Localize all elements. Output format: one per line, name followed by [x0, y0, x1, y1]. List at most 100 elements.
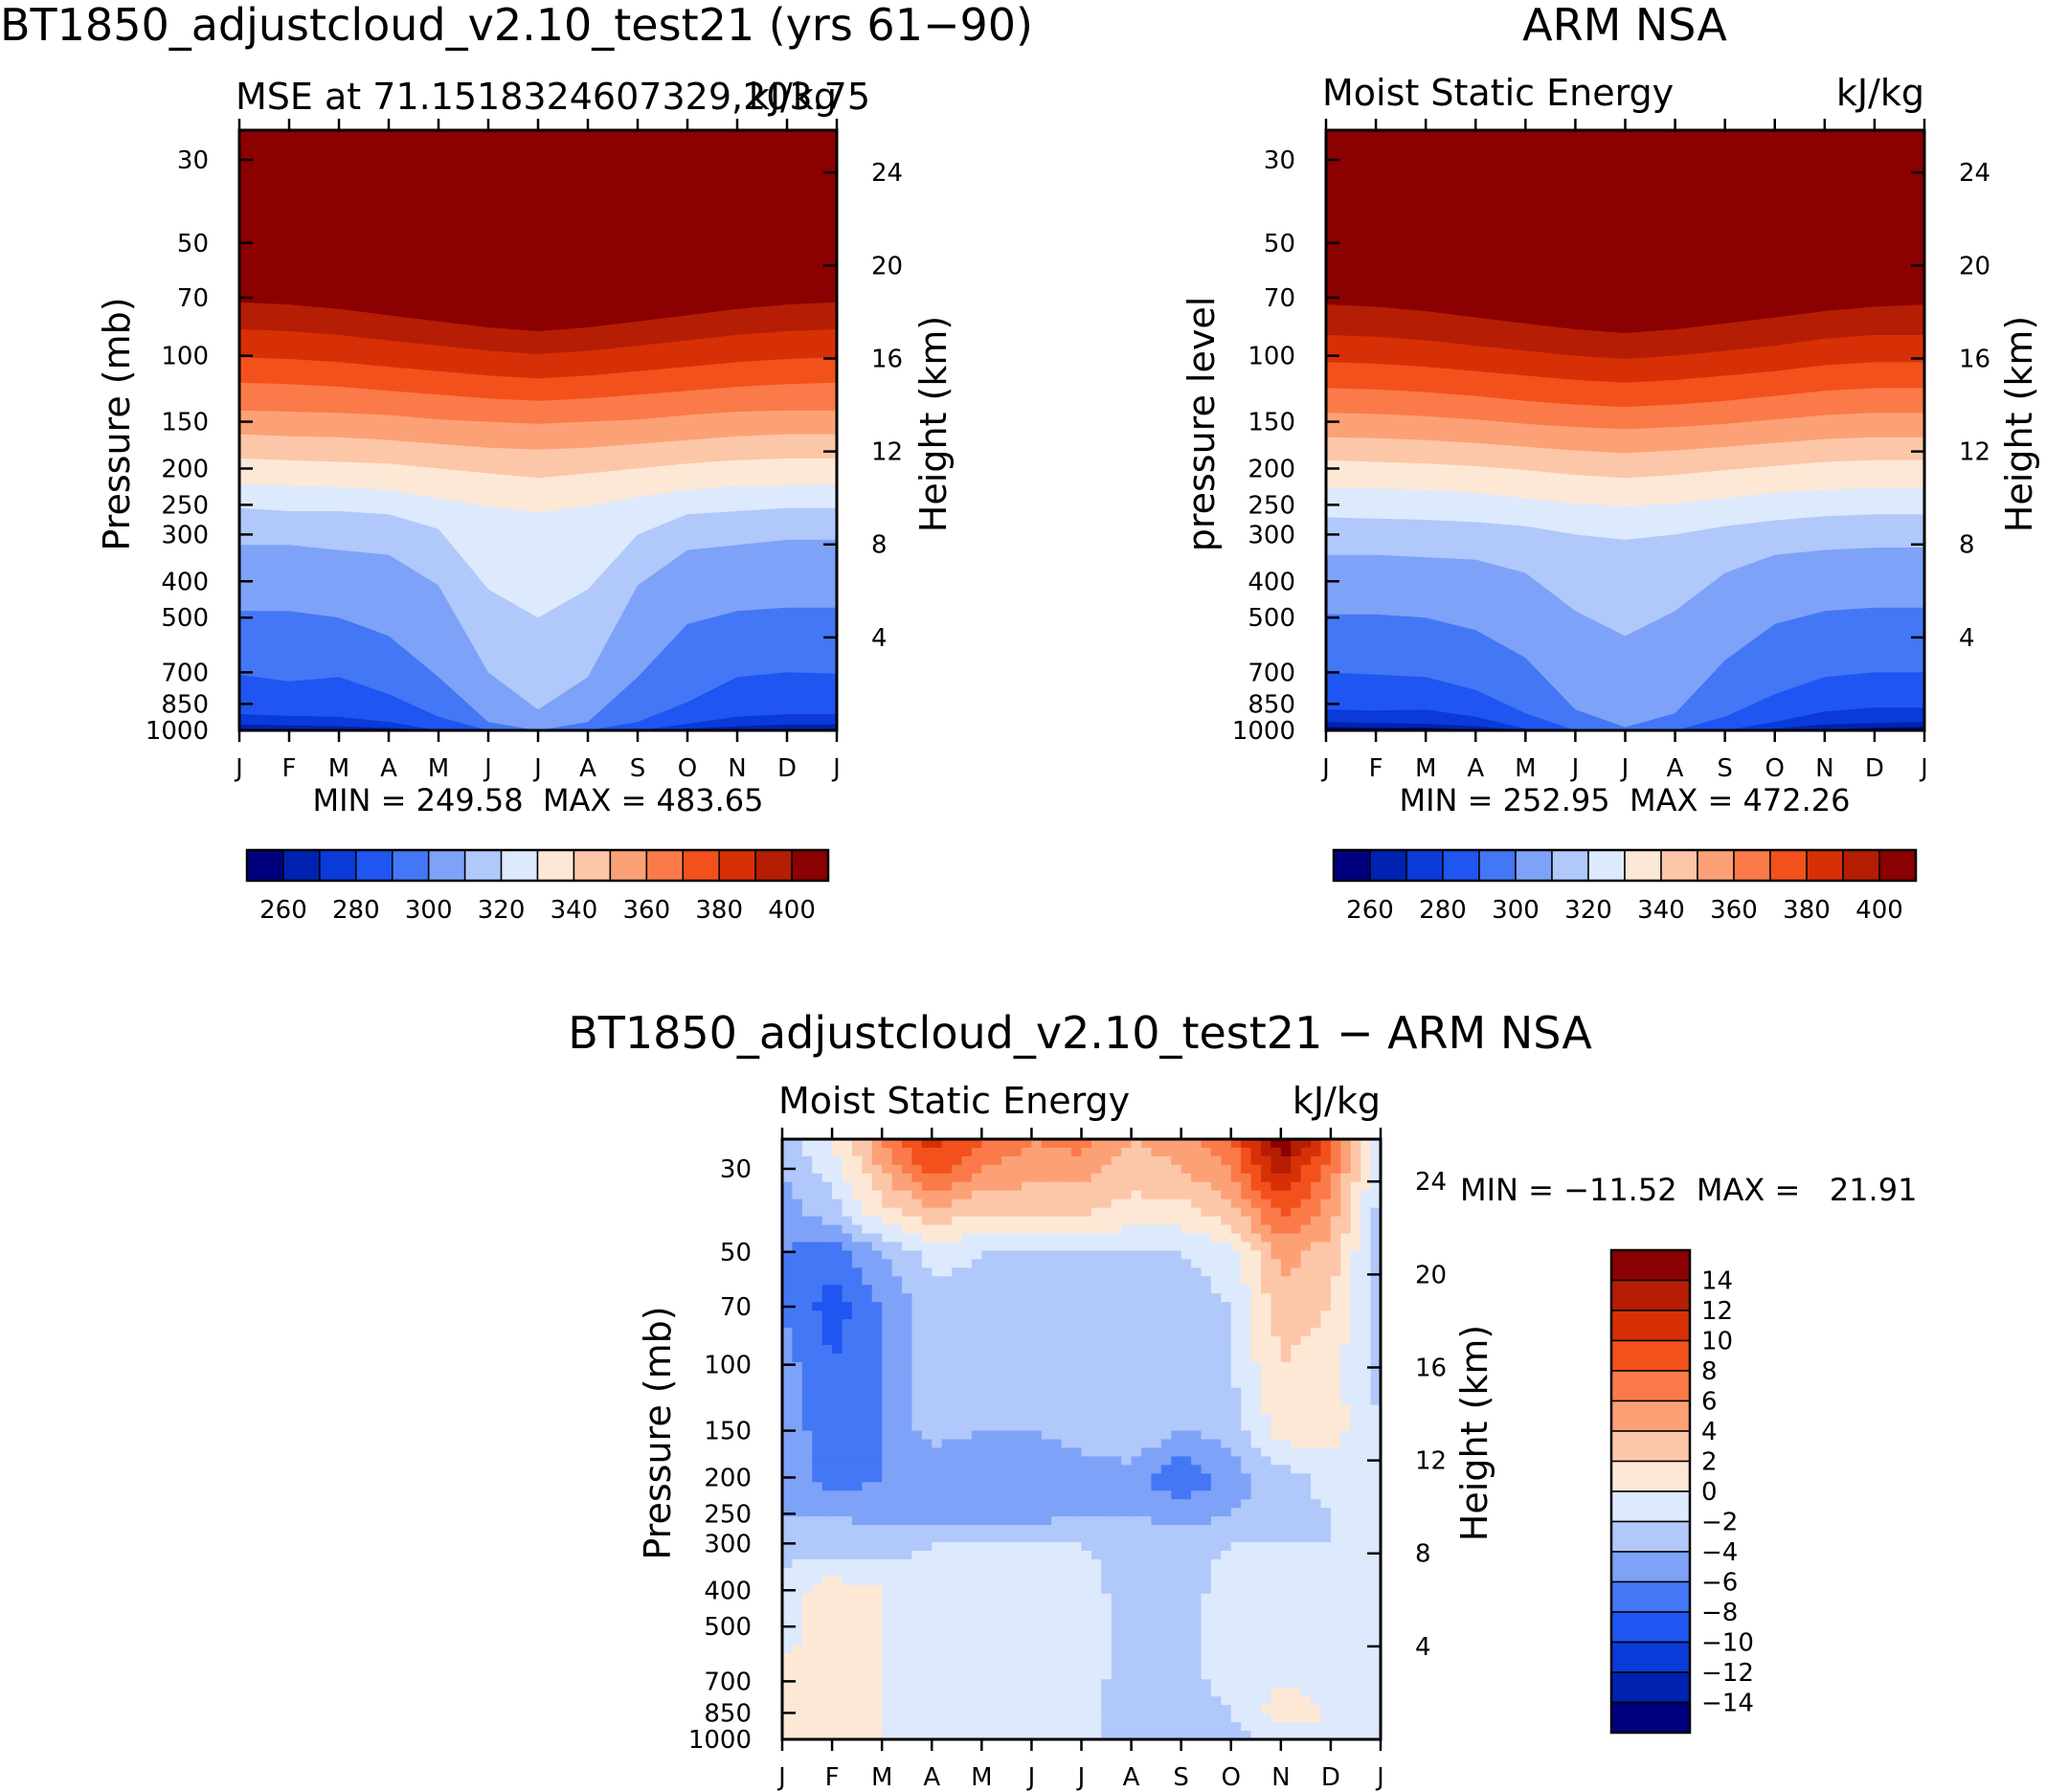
contour-cell [1171, 1361, 1182, 1372]
contour-cell [1270, 1242, 1282, 1252]
contour-cell [842, 1636, 853, 1646]
contour-cell [921, 1499, 933, 1509]
contour-cell [1051, 1567, 1063, 1578]
contour-cell [1191, 1473, 1203, 1483]
contour-cell [851, 1705, 863, 1714]
contour-cell [1071, 1482, 1083, 1491]
contour-cell [981, 1310, 993, 1320]
contour-cell [1221, 1670, 1232, 1680]
contour-cell [1101, 1731, 1113, 1740]
contour-cell [1280, 1181, 1292, 1192]
y-tick-label: 30 [1264, 146, 1295, 175]
contour-cell [1171, 1387, 1182, 1398]
contour-cell [1131, 1259, 1142, 1268]
contour-cell [1291, 1679, 1302, 1689]
contour-cell [1221, 1516, 1232, 1526]
contour-cell [801, 1293, 813, 1303]
contour-cell [1160, 1242, 1172, 1252]
contour-cell [932, 1378, 943, 1389]
contour-cell [882, 1302, 893, 1311]
contour-cell [1350, 1593, 1361, 1603]
contour-cell [1151, 1576, 1162, 1586]
contour-cell [1041, 1310, 1052, 1320]
contour-cell [1230, 1636, 1242, 1646]
contour-cell [851, 1439, 863, 1449]
contour-cell [792, 1370, 803, 1380]
contour-cell [1141, 1731, 1153, 1740]
contour-cell [1090, 1688, 1102, 1697]
contour-cell [1191, 1413, 1203, 1423]
contour-cell [941, 1396, 953, 1406]
contour-cell [1230, 1139, 1242, 1149]
colorbar-box [1610, 1310, 1691, 1342]
contour-cell [1291, 1653, 1302, 1663]
contour-cell [891, 1645, 903, 1655]
contour-cell [1160, 1310, 1172, 1320]
contour-cell [932, 1619, 943, 1629]
contour-cell [952, 1293, 963, 1303]
contour-cell [1171, 1499, 1182, 1509]
contour-cell [952, 1627, 963, 1638]
contour-cell [801, 1593, 813, 1603]
contour-cell [1151, 1267, 1162, 1277]
contour-cell [1250, 1387, 1262, 1398]
contour-cell [1090, 1250, 1102, 1260]
contour-cell [1221, 1267, 1232, 1277]
colorbar-label: 320 [478, 896, 526, 925]
contour-cell [932, 1370, 943, 1380]
contour-cell [832, 1181, 843, 1192]
contour-cell [1270, 1181, 1282, 1192]
contour-cell [1131, 1696, 1142, 1706]
contour-cell [1090, 1259, 1102, 1268]
contour-cell [801, 1422, 813, 1432]
contour-cell [812, 1344, 823, 1355]
contour-cell [1081, 1207, 1092, 1218]
contour-cell [1280, 1224, 1292, 1235]
contour-cell [1041, 1550, 1052, 1560]
contour-cell [792, 1181, 803, 1192]
contour-cell [1261, 1224, 1272, 1235]
contour-cell [1221, 1705, 1232, 1714]
contour-cell [941, 1344, 953, 1355]
contour-cell [871, 1216, 883, 1226]
contour-cell [902, 1361, 913, 1372]
contour-cell [952, 1567, 963, 1578]
contour-cell [1291, 1387, 1302, 1398]
contour-cell [1320, 1516, 1332, 1526]
contour-cell [1191, 1259, 1203, 1268]
contour-cell [1230, 1387, 1242, 1398]
contour-cell [1081, 1353, 1092, 1363]
contour-cell [1350, 1147, 1361, 1157]
contour-cell [981, 1319, 993, 1329]
contour-cell [961, 1508, 973, 1517]
contour-cell [1291, 1662, 1302, 1671]
contour-cell [932, 1224, 943, 1235]
contour-cell [961, 1216, 973, 1226]
contour-cell [1201, 1627, 1212, 1638]
contour-cell [952, 1147, 963, 1157]
contour-cell [961, 1293, 973, 1303]
contour-cell [812, 1250, 823, 1260]
contour-cell [1071, 1216, 1083, 1226]
contour-cell [1360, 1490, 1372, 1500]
contour-cell [1061, 1155, 1072, 1166]
contour-cell [782, 1550, 794, 1560]
contour-cell [1221, 1259, 1232, 1268]
contour-cell [952, 1285, 963, 1294]
contour-cell [1121, 1404, 1133, 1415]
colorbar-label: 380 [695, 896, 743, 925]
contour-cell [1241, 1473, 1252, 1483]
contour-cell [1201, 1465, 1212, 1474]
contour-cell [971, 1636, 982, 1646]
contour-cell [1160, 1567, 1172, 1578]
colorbar-box [1478, 849, 1517, 882]
contour-cell [1221, 1216, 1232, 1226]
y-tick-label: 700 [161, 659, 209, 687]
contour-cell [921, 1576, 933, 1586]
contour-cell [832, 1550, 843, 1560]
contour-cell [941, 1164, 953, 1175]
contour-cell [1011, 1361, 1023, 1372]
contour-cell [1051, 1198, 1063, 1209]
contour-cell [1330, 1593, 1341, 1603]
contour-cell [1101, 1653, 1113, 1663]
